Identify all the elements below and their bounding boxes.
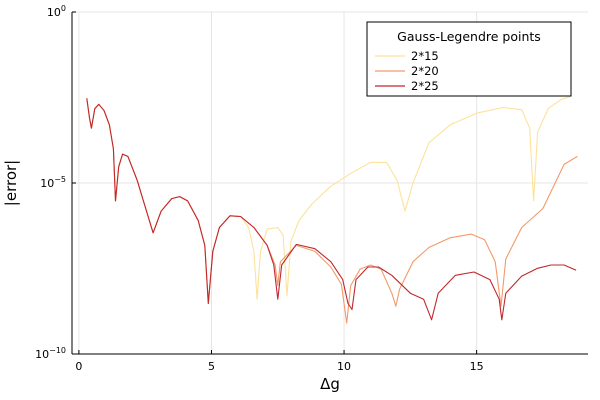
y-axis-label: |error| bbox=[2, 160, 20, 206]
legend-box bbox=[366, 21, 572, 97]
x-tick-label-1: 5 bbox=[208, 360, 215, 373]
y-tick-label-2: 100 bbox=[47, 4, 66, 19]
y-tick-label-0: 10−10 bbox=[35, 346, 66, 361]
x-axis-label: Δg bbox=[320, 375, 340, 393]
x-tick-label-0: 0 bbox=[75, 360, 82, 373]
legend-items: 2*152*202*25 bbox=[375, 49, 439, 93]
series-layer bbox=[86, 96, 578, 324]
legend-label-2: 2*20 bbox=[411, 64, 439, 78]
x-tick-label-3: 15 bbox=[470, 360, 484, 373]
series-line-2 bbox=[86, 98, 578, 324]
legend: Gauss-Legendre points 2*152*202*25 bbox=[366, 21, 572, 97]
tick-labels: 0 5 10 15 10−10 10−5 100 bbox=[35, 4, 484, 373]
series-line-3 bbox=[86, 98, 577, 321]
y-tick-label-1: 10−5 bbox=[40, 175, 66, 190]
legend-label-3: 2*25 bbox=[411, 79, 439, 93]
x-tick-label-2: 10 bbox=[337, 360, 351, 373]
axes bbox=[71, 11, 588, 355]
legend-label-1: 2*15 bbox=[411, 49, 439, 63]
legend-title: Gauss-Legendre points bbox=[397, 29, 541, 44]
